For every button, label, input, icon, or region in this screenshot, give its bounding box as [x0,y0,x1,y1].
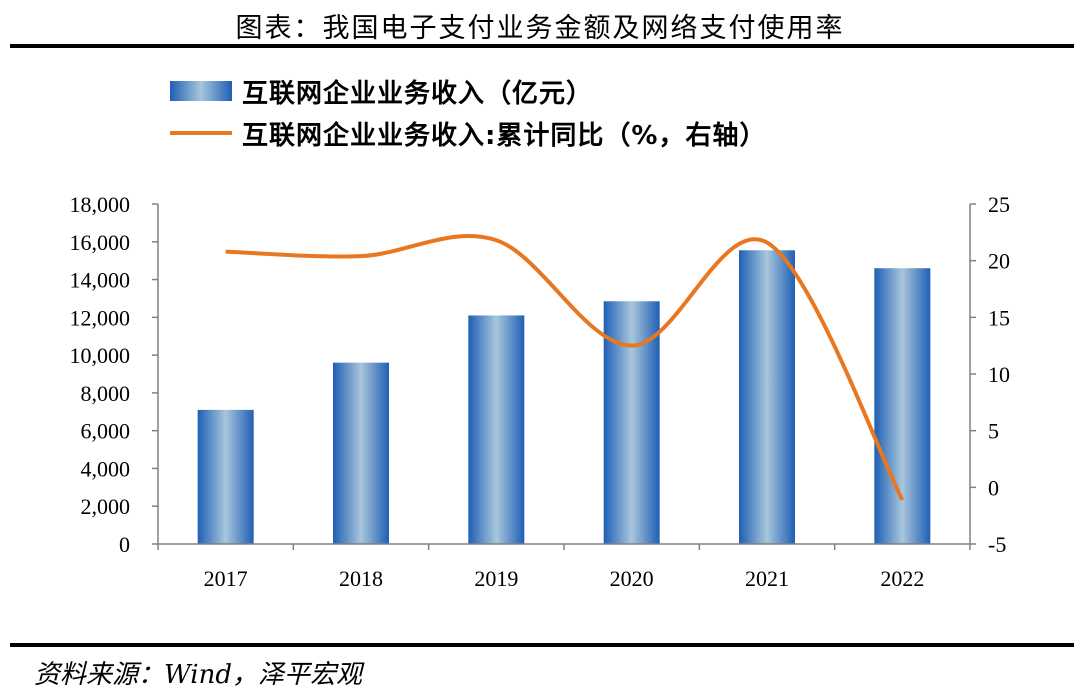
left-tick-label: 0 [119,532,130,557]
left-tick-label: 18,000 [70,192,131,217]
x-tick-label: 2017 [204,566,248,591]
x-tick-label: 2018 [339,566,383,591]
right-tick-label: 5 [988,419,999,444]
legend-item-bar: 互联网企业业务收入（亿元） [170,72,766,110]
legend-bar-label: 互联网企业业务收入（亿元） [242,78,594,109]
bar-2022 [874,268,931,544]
top-divider [10,44,1074,48]
x-tick-label: 2021 [745,566,789,591]
chart-legend: 互联网企业业务收入（亿元） 互联网企业业务收入:累计同比（%，右轴） [170,72,766,156]
bar-2017 [197,409,254,544]
source-note: 资料来源：Wind，泽平宏观 [34,660,362,690]
right-tick-label: 0 [988,475,999,500]
left-tick-label: 6,000 [81,419,131,444]
left-tick-label: 16,000 [70,230,131,255]
bar-2018 [333,362,389,544]
x-tick-label: 2020 [610,566,654,591]
right-tick-label: 20 [988,249,1010,274]
x-tick-label: 2022 [880,566,924,591]
bar-2021 [739,250,795,544]
right-tick-label: 15 [988,305,1010,330]
left-tick-label: 4,000 [81,456,131,481]
page-title: 图表：我国电子支付业务金额及网络支付使用率 [235,13,845,44]
right-tick-label: -5 [988,532,1006,557]
left-tick-label: 12,000 [70,305,131,330]
right-tick-label: 25 [988,192,1010,217]
right-tick-label: 10 [988,362,1010,387]
left-tick-label: 10,000 [70,343,131,368]
legend-item-line: 互联网企业业务收入:累计同比（%，右轴） [170,114,766,152]
x-tick-label: 2019 [474,566,518,591]
yoy-growth-line [225,234,905,501]
legend-line-label: 互联网企业业务收入:累计同比（%，右轴） [242,120,767,151]
bottom-divider [10,643,1074,647]
left-tick-label: 8,000 [81,381,131,406]
left-tick-label: 2,000 [81,494,131,519]
left-tick-label: 14,000 [70,268,131,293]
legend-line-swatch [170,131,232,135]
bar-2019 [468,315,525,544]
legend-bar-swatch [170,81,232,101]
